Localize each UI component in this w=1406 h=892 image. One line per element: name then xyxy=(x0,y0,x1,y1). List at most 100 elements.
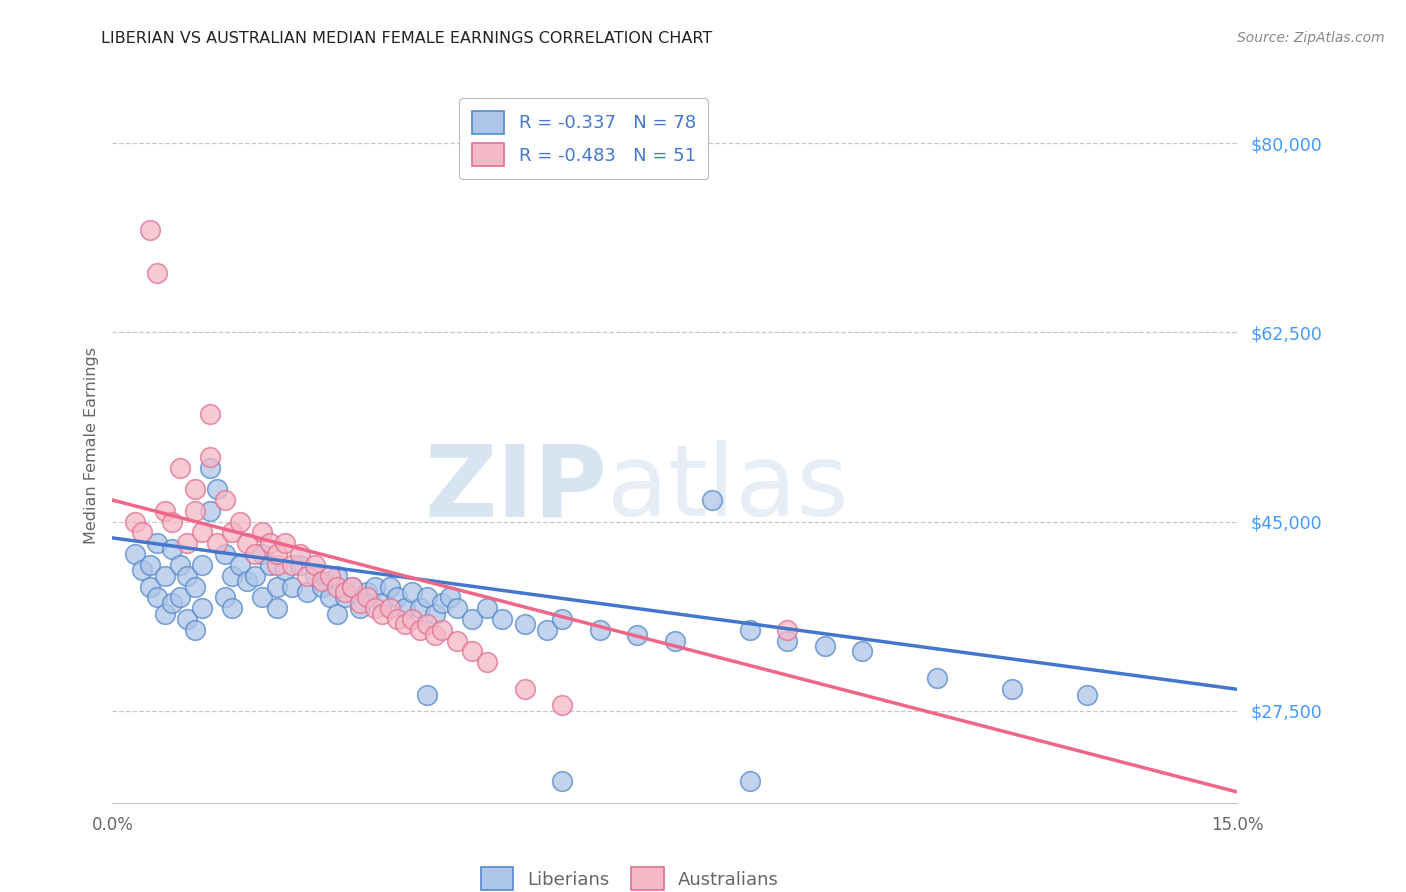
Point xyxy=(461,644,484,658)
Point xyxy=(146,591,169,605)
Point xyxy=(266,558,288,572)
Point xyxy=(311,580,333,594)
Point xyxy=(416,688,439,702)
Point xyxy=(371,596,394,610)
Point xyxy=(439,591,461,605)
Point xyxy=(176,536,198,550)
Point xyxy=(304,568,326,582)
Point xyxy=(423,607,446,621)
Point xyxy=(214,591,236,605)
Point xyxy=(401,585,423,599)
Point xyxy=(356,585,378,599)
Point xyxy=(198,450,221,464)
Point xyxy=(198,460,221,475)
Point xyxy=(176,568,198,582)
Point xyxy=(477,655,499,669)
Point xyxy=(477,601,499,615)
Point xyxy=(1076,688,1098,702)
Point xyxy=(394,617,416,632)
Point xyxy=(243,547,266,561)
Point xyxy=(252,591,274,605)
Point xyxy=(146,536,169,550)
Point xyxy=(387,612,409,626)
Point xyxy=(252,547,274,561)
Point xyxy=(176,612,198,626)
Point xyxy=(738,774,761,789)
Point xyxy=(387,591,409,605)
Point xyxy=(416,591,439,605)
Point xyxy=(139,580,162,594)
Point xyxy=(446,633,468,648)
Point xyxy=(297,568,319,582)
Point xyxy=(162,541,184,556)
Point xyxy=(349,596,371,610)
Text: LIBERIAN VS AUSTRALIAN MEDIAN FEMALE EARNINGS CORRELATION CHART: LIBERIAN VS AUSTRALIAN MEDIAN FEMALE EAR… xyxy=(101,31,713,46)
Point xyxy=(281,558,304,572)
Text: atlas: atlas xyxy=(607,441,849,537)
Point xyxy=(409,601,432,615)
Point xyxy=(131,563,153,577)
Point xyxy=(349,601,371,615)
Point xyxy=(153,607,176,621)
Point xyxy=(319,568,342,582)
Point xyxy=(409,623,432,637)
Point xyxy=(311,574,333,589)
Point xyxy=(162,596,184,610)
Point xyxy=(221,568,243,582)
Point xyxy=(326,607,349,621)
Point xyxy=(304,558,326,572)
Point xyxy=(214,547,236,561)
Point xyxy=(191,525,214,540)
Point xyxy=(776,633,799,648)
Point xyxy=(124,547,146,561)
Point xyxy=(266,580,288,594)
Point xyxy=(356,591,378,605)
Point xyxy=(229,558,252,572)
Point xyxy=(814,639,837,653)
Point xyxy=(378,580,401,594)
Point xyxy=(139,558,162,572)
Point xyxy=(432,623,454,637)
Point xyxy=(401,612,423,626)
Point xyxy=(664,633,686,648)
Point xyxy=(124,515,146,529)
Point xyxy=(221,525,243,540)
Point xyxy=(288,547,311,561)
Point xyxy=(423,628,446,642)
Point xyxy=(551,774,574,789)
Text: ZIP: ZIP xyxy=(425,441,607,537)
Point xyxy=(243,568,266,582)
Point xyxy=(326,568,349,582)
Text: Source: ZipAtlas.com: Source: ZipAtlas.com xyxy=(1237,31,1385,45)
Point xyxy=(319,591,342,605)
Point xyxy=(191,558,214,572)
Point xyxy=(288,558,311,572)
Point xyxy=(333,585,356,599)
Point xyxy=(198,504,221,518)
Point xyxy=(416,617,439,632)
Point xyxy=(229,515,252,529)
Point xyxy=(184,482,207,496)
Point xyxy=(378,601,401,615)
Point xyxy=(342,580,364,594)
Point xyxy=(236,574,259,589)
Point xyxy=(252,525,274,540)
Point xyxy=(184,504,207,518)
Point xyxy=(236,536,259,550)
Point xyxy=(139,223,162,237)
Point xyxy=(394,601,416,615)
Point xyxy=(326,580,349,594)
Point xyxy=(169,591,191,605)
Point xyxy=(207,536,229,550)
Point xyxy=(184,580,207,594)
Point xyxy=(281,580,304,594)
Point xyxy=(927,672,949,686)
Point xyxy=(364,601,387,615)
Point xyxy=(371,607,394,621)
Point xyxy=(551,612,574,626)
Point xyxy=(214,493,236,508)
Legend: Liberians, Australians: Liberians, Australians xyxy=(468,855,792,892)
Point xyxy=(702,493,724,508)
Point xyxy=(513,682,536,697)
Point xyxy=(221,601,243,615)
